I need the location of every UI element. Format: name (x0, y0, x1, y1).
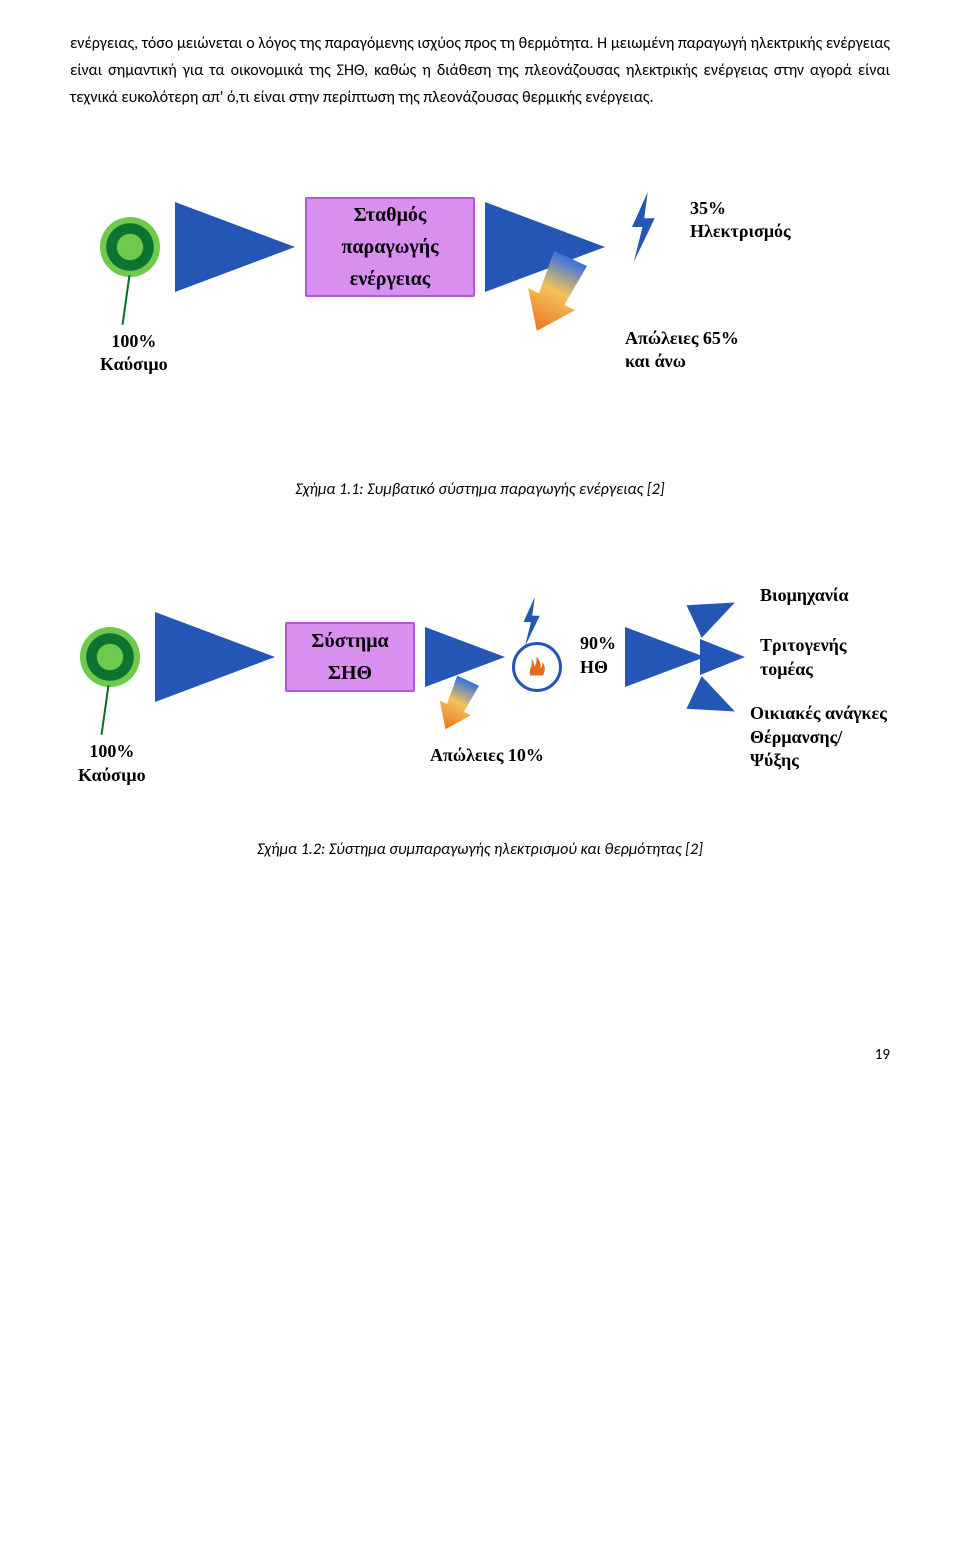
fuel-label-block: 100% Καύσιμο (100, 330, 168, 377)
elec-label-block: 35% Ηλεκτρισμός (690, 197, 791, 244)
heat-icon (512, 642, 562, 692)
loss-line1: Απώλειες 65% (625, 327, 739, 350)
indicator-line (122, 275, 131, 325)
figure-2: 100% Καύσιμο Σύστημα ΣΗΘ (70, 572, 890, 812)
output-2-block: Τριτογενής τομέας (760, 634, 846, 681)
output-3-block: Οικιακές ανάγκες Θέρμανσης/Ψύξης (750, 702, 890, 772)
fuel-icon (100, 217, 160, 277)
indicator-line-2 (101, 685, 110, 735)
fuel-label: Καύσιμο (100, 353, 168, 376)
system-label: Σύστημα ΣΗΘ (295, 625, 405, 689)
output-2-line1: Τριτογενής (760, 634, 846, 657)
flow-arrow-left-icon (175, 202, 295, 292)
output-1-label: Βιομηχανία (760, 584, 849, 607)
elec-pct: 35% (690, 197, 791, 220)
heat-pct: 90% (580, 632, 616, 655)
system-box: Σύστημα ΣΗΘ (285, 622, 415, 692)
figure-1: 100% Καύσιμο Σταθμός παραγωγής ενέργειας (70, 162, 890, 452)
page-number: 19 (70, 1043, 890, 1067)
loss-line2: και άνω (625, 350, 739, 373)
fuel-pct-2: 100% (78, 740, 146, 763)
paragraph-text: ενέργειας, τόσο μειώνεται ο λόγος της πα… (70, 30, 890, 112)
loss-label-2: Απώλειες 10% (430, 744, 544, 767)
fuel-pct: 100% (100, 330, 168, 353)
loss-label-block: Απώλειες 65% και άνω (625, 327, 739, 374)
flow-arrow-out-icon (625, 627, 705, 687)
figure-2-caption: Σχήμα 1.2: Σύστημα συμπαραγωγής ηλεκτρισ… (70, 837, 890, 863)
plant-box: Σταθμός παραγωγής ενέργειας (305, 197, 475, 297)
heat-label-block: 90% ΗΘ (580, 632, 616, 679)
output-2-line2: τομέας (760, 658, 846, 681)
elec-label: Ηλεκτρισμός (690, 220, 791, 243)
output-3-line1: Οικιακές ανάγκες (750, 702, 890, 725)
output-3-line2: Θέρμανσης/Ψύξης (750, 726, 890, 773)
figure-1-caption: Σχήμα 1.1: Συμβατικό σύστημα παραγωγής ε… (70, 477, 890, 503)
fuel-label-2: Καύσιμο (78, 764, 146, 787)
fuel-label-block-2: 100% Καύσιμο (78, 740, 146, 787)
fuel-icon-2 (80, 627, 140, 687)
plant-label: Σταθμός παραγωγής ενέργειας (315, 199, 465, 295)
bolt-icon (625, 192, 660, 271)
flow-arrow-left-2-icon (155, 612, 275, 702)
fanout-arrow-2-icon (700, 639, 745, 675)
heat-label: ΗΘ (580, 656, 616, 679)
